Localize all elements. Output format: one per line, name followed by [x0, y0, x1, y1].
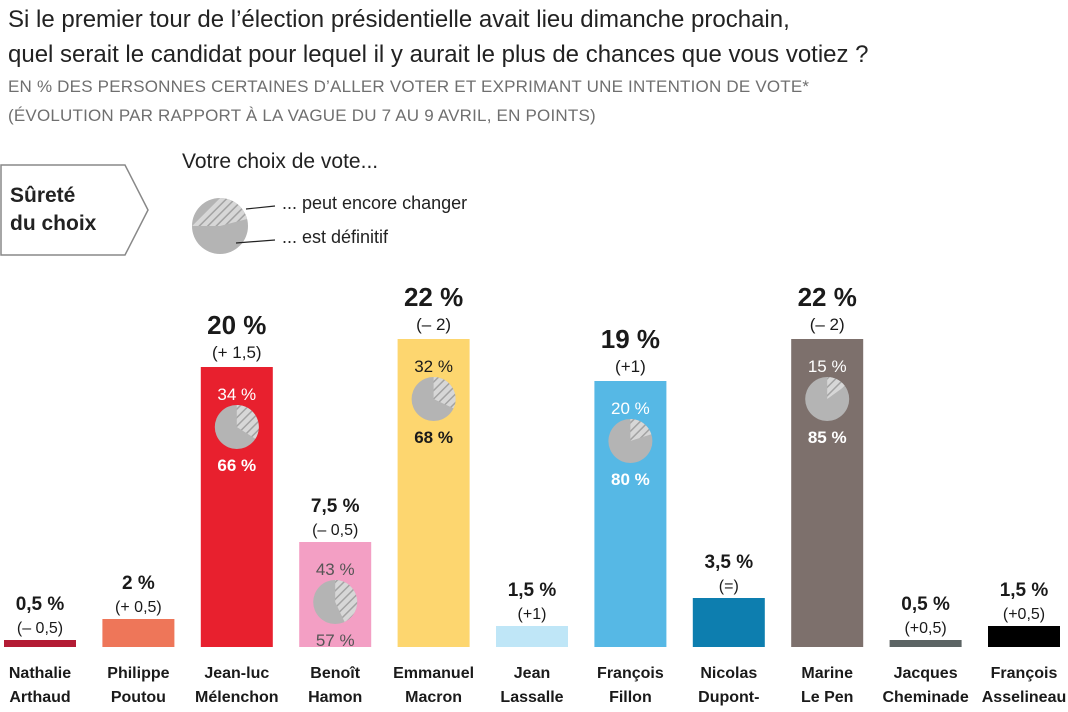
surety-definitif-label-2: 66 %: [217, 456, 256, 475]
category-label-10-line2: Asselineau: [982, 689, 1066, 706]
value-label-2: 20 %: [207, 310, 266, 340]
change-label-0: (– 0,5): [17, 620, 63, 637]
category-label-9-line1: Jacques: [894, 665, 958, 682]
surety-changer-label-2: 34 %: [217, 385, 256, 404]
category-label-5-line1: Jean: [514, 665, 550, 682]
category-label-4-line2: Macron: [405, 689, 462, 706]
legend-definitif-label: ... est définitif: [282, 227, 389, 247]
surety-changer-label-8: 15 %: [808, 357, 847, 376]
category-label-3-line2: Hamon: [308, 689, 362, 706]
category-label-8-line1: Marine: [801, 665, 853, 682]
surete-line-2: du choix: [10, 212, 97, 235]
surete-du-choix-label: Sûreté du choix: [10, 182, 96, 238]
change-label-9: (+0,5): [904, 620, 946, 637]
value-label-10: 1,5 %: [1000, 580, 1049, 601]
legend-leader-definitif: [235, 239, 276, 244]
bar-9: [889, 640, 962, 647]
surety-definitif-label-4: 68 %: [414, 428, 453, 447]
legend-leader-changer: [245, 205, 276, 210]
subtitle-line-1: EN % DES PERSONNES CERTAINES D’ALLER VOT…: [8, 77, 810, 96]
surete-line-1: Sûreté: [10, 184, 76, 207]
surety-changer-label-3: 43 %: [316, 560, 355, 579]
category-label-5-line2: Lassalle: [500, 689, 563, 706]
category-label-0-line2: Arthaud: [9, 689, 70, 706]
change-label-6: (+1): [615, 357, 646, 376]
change-label-1: (+ 0,5): [115, 599, 162, 616]
surety-pie-changer-3: [335, 580, 358, 622]
legend-title: Votre choix de vote...: [182, 150, 379, 173]
category-label-8-line2: Le Pen: [801, 689, 853, 706]
category-label-4-line1: Emmanuel: [393, 665, 474, 682]
category-label-1-line1: Philippe: [107, 665, 169, 682]
category-label-3-line1: Benoît: [310, 665, 360, 682]
change-label-8: (– 2): [810, 315, 845, 334]
change-label-10: (+0,5): [1003, 606, 1045, 623]
value-label-9: 0,5 %: [901, 594, 950, 615]
surety-definitif-label-6: 80 %: [611, 470, 650, 489]
value-label-0: 0,5 %: [16, 594, 65, 615]
category-label-6-line2: Fillon: [609, 689, 652, 706]
category-label-1-line2: Poutou: [111, 689, 166, 706]
surete-arrow-box: [0, 164, 149, 256]
surety-definitif-label-3: 57 %: [316, 631, 355, 650]
surety-pie-changer-6: [630, 419, 652, 441]
surety-pie-changer-2: [236, 405, 259, 439]
value-label-8: 22 %: [798, 282, 857, 312]
value-label-6: 19 %: [601, 324, 660, 354]
change-label-4: (– 2): [416, 315, 451, 334]
surety-definitif-label-8: 85 %: [808, 428, 847, 447]
bar-5: [496, 626, 568, 647]
subtitle-line-2: (ÉVOLUTION PAR RAPPORT À LA VAGUE DU 7 A…: [8, 106, 596, 125]
chart-title: Si le premier tour de l’élection préside…: [8, 2, 869, 72]
change-label-2: (+ 1,5): [212, 343, 262, 362]
category-label-2-line2: Mélenchon: [195, 689, 279, 706]
title-line-2: quel serait le candidat pour lequel il y…: [8, 41, 869, 68]
bar-7: [692, 598, 765, 647]
category-label-7-line1: Nicolas: [700, 665, 757, 682]
category-label-6-line1: François: [597, 665, 664, 682]
bar-0: [4, 640, 76, 647]
value-label-7: 3,5 %: [705, 552, 754, 573]
title-line-1: Si le premier tour de l’élection préside…: [8, 6, 790, 33]
value-label-4: 22 %: [404, 282, 463, 312]
change-label-5: (+1): [518, 606, 547, 623]
value-label-5: 1,5 %: [508, 580, 557, 601]
change-label-7: (=): [719, 578, 739, 595]
bar-1: [102, 619, 175, 647]
bars-layer: 0,5 % (– 0,5) Nathalie Arthaud 2 % (+ 0,5) Phi…: [4, 282, 1066, 706]
surety-pie-changer-8: [827, 377, 845, 399]
surety-changer-label-6: 20 %: [611, 399, 650, 418]
legend-changer-label: ... peut encore changer: [282, 193, 468, 213]
surety-changer-label-4: 32 %: [414, 357, 453, 376]
category-label-10-line1: François: [991, 665, 1058, 682]
category-label-0-line1: Nathalie: [9, 665, 71, 682]
category-label-9-line2: Cheminade: [882, 689, 968, 706]
category-label-2-line1: Jean-luc: [204, 665, 269, 682]
surety-pie-changer-4: [433, 377, 456, 409]
change-label-3: (– 0,5): [312, 522, 358, 539]
value-label-1: 2 %: [122, 573, 155, 594]
category-label-7-line2: Dupont-: [698, 689, 759, 706]
legend-pie-icon: [192, 198, 248, 254]
bar-10: [988, 626, 1060, 647]
value-label-3: 7,5 %: [311, 496, 360, 517]
